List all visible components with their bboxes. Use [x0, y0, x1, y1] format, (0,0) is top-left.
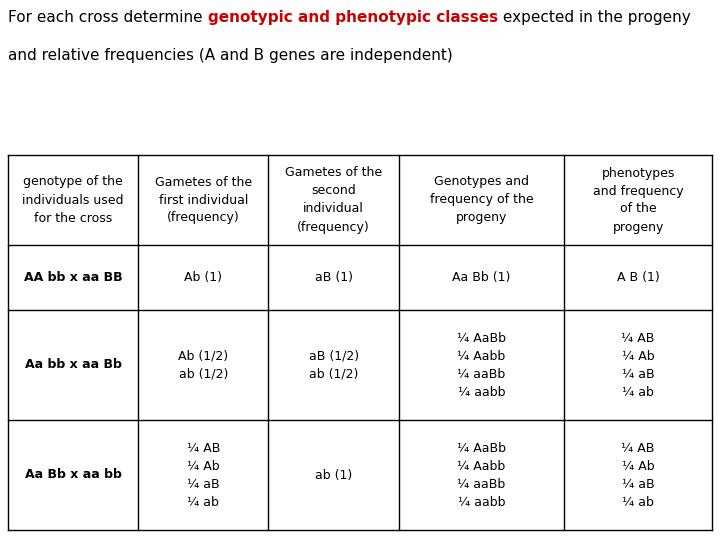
Text: genotypic and phenotypic classes: genotypic and phenotypic classes: [207, 10, 498, 25]
Text: phenotypes
and frequency
of the
progeny: phenotypes and frequency of the progeny: [593, 166, 683, 233]
Text: A B (1): A B (1): [617, 271, 660, 284]
Text: ¼ AB
¼ Ab
¼ aB
¼ ab: ¼ AB ¼ Ab ¼ aB ¼ ab: [621, 332, 654, 399]
Text: aB (1/2)
ab (1/2): aB (1/2) ab (1/2): [309, 349, 359, 381]
Text: Genotypes and
frequency of the
progeny: Genotypes and frequency of the progeny: [430, 176, 534, 225]
Text: Aa Bb x aa bb: Aa Bb x aa bb: [24, 469, 122, 482]
Text: ¼ AB
¼ Ab
¼ aB
¼ ab: ¼ AB ¼ Ab ¼ aB ¼ ab: [621, 442, 654, 509]
Text: Ab (1/2)
ab (1/2): Ab (1/2) ab (1/2): [179, 349, 228, 381]
Text: For each cross determine: For each cross determine: [8, 10, 207, 25]
Text: expected in the progeny: expected in the progeny: [498, 10, 690, 25]
Text: Aa Bb (1): Aa Bb (1): [452, 271, 510, 284]
Text: aB (1): aB (1): [315, 271, 353, 284]
Text: Gametes of the
second
individual
(frequency): Gametes of the second individual (freque…: [285, 166, 382, 233]
Text: AA bb x aa BB: AA bb x aa BB: [24, 271, 122, 284]
Text: Gametes of the
first individual
(frequency): Gametes of the first individual (frequen…: [155, 176, 252, 225]
Text: ¼ AaBb
¼ Aabb
¼ aaBb
¼ aabb: ¼ AaBb ¼ Aabb ¼ aaBb ¼ aabb: [457, 442, 506, 509]
Text: Ab (1): Ab (1): [184, 271, 222, 284]
Text: ab (1): ab (1): [315, 469, 352, 482]
Text: genotype of the
individuals used
for the cross: genotype of the individuals used for the…: [22, 176, 124, 225]
Text: Aa bb x aa Bb: Aa bb x aa Bb: [24, 359, 122, 372]
Text: ¼ AB
¼ Ab
¼ aB
¼ ab: ¼ AB ¼ Ab ¼ aB ¼ ab: [186, 442, 220, 509]
Text: and relative frequencies (A and B genes are independent): and relative frequencies (A and B genes …: [8, 48, 453, 63]
Text: ¼ AaBb
¼ Aabb
¼ aaBb
¼ aabb: ¼ AaBb ¼ Aabb ¼ aaBb ¼ aabb: [457, 332, 506, 399]
